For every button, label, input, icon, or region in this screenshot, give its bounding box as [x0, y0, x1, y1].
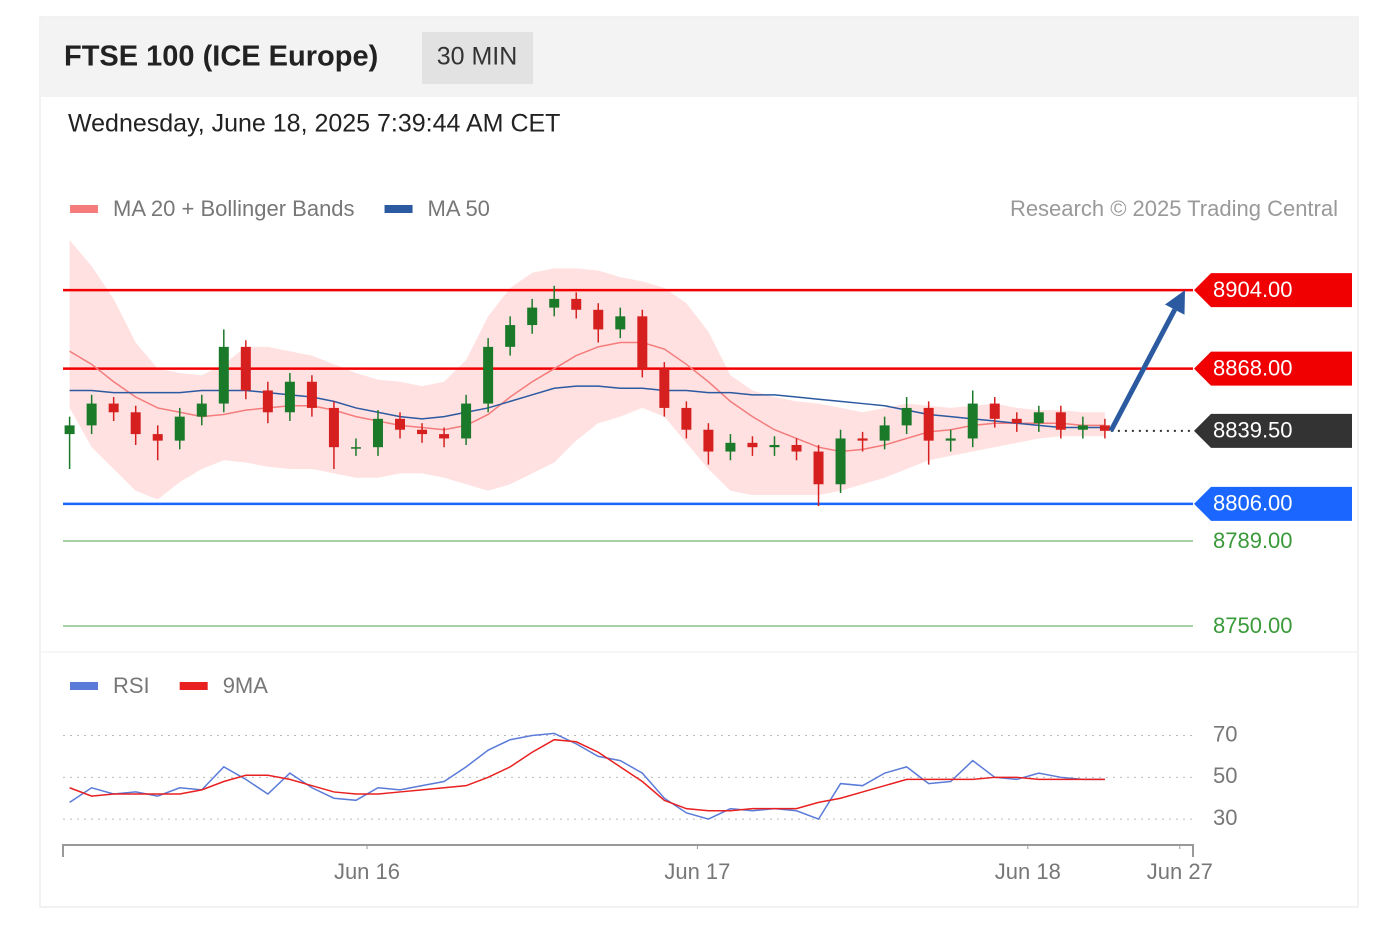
- level-label: 8868.00: [1213, 355, 1293, 380]
- candle-body: [483, 346, 494, 404]
- candle-body: [108, 403, 119, 413]
- level-tag: [1194, 351, 1352, 386]
- candle-body: [218, 346, 229, 404]
- candle-body: [791, 445, 802, 452]
- level-tag: [1194, 413, 1352, 448]
- candle-body: [615, 316, 626, 330]
- candle-body: [1099, 425, 1110, 431]
- y-tick-label: 70: [1213, 721, 1237, 746]
- candle-body: [571, 298, 582, 310]
- level-label: 8806.00: [1213, 491, 1293, 516]
- candle-body: [549, 298, 560, 308]
- legend-swatch: [384, 205, 413, 213]
- title: FTSE 100 (ICE Europe): [64, 41, 378, 73]
- legend-label: 9MA: [223, 673, 269, 698]
- candle-body: [1011, 418, 1022, 424]
- candle-body: [262, 390, 273, 413]
- x-tick-label: Jun 17: [664, 859, 730, 884]
- candle-body: [681, 407, 692, 430]
- level-label: 8789.00: [1213, 528, 1293, 553]
- x-tick-label: Jun 16: [334, 859, 400, 884]
- candle-body: [372, 418, 383, 448]
- candle-body: [945, 438, 956, 441]
- forecast-arrow-head: [1165, 290, 1185, 315]
- y-tick-label: 30: [1213, 805, 1237, 830]
- level-label: 8904.00: [1213, 277, 1293, 302]
- candle-body: [505, 325, 516, 347]
- candle-body: [1055, 412, 1066, 430]
- candle-body: [725, 442, 736, 452]
- card: [39, 16, 1359, 908]
- level-label: 8750.00: [1213, 613, 1293, 638]
- candle-body: [593, 309, 604, 330]
- candle-body: [284, 381, 295, 413]
- candle-body: [174, 416, 185, 441]
- interval-badge: [422, 32, 533, 84]
- candle-body: [527, 307, 538, 326]
- candle-body: [703, 429, 714, 452]
- rsi-line: [69, 732, 1105, 821]
- legend-label: MA 20 + Bollinger Bands: [113, 196, 355, 221]
- level-tag: [1194, 273, 1352, 308]
- legend-label: MA 50: [428, 196, 490, 221]
- candle-body: [395, 418, 406, 430]
- candle-body: [923, 407, 934, 441]
- candle-body: [196, 403, 207, 417]
- candle-body: [967, 403, 978, 439]
- candle-body: [306, 381, 317, 408]
- candle-body: [86, 403, 97, 426]
- candle-body: [64, 425, 75, 435]
- forecast-arrow: [1108, 308, 1177, 432]
- candle-body: [417, 429, 428, 435]
- candle-body: [637, 316, 648, 369]
- candle-body: [901, 407, 912, 426]
- interval: 30 MIN: [437, 43, 518, 71]
- legend-swatch: [70, 682, 98, 690]
- candle-body: [130, 412, 141, 435]
- rsi-line: [69, 738, 1105, 812]
- candle-body: [1077, 425, 1088, 430]
- x-tick-label: Jun 27: [1147, 859, 1213, 884]
- candle-body: [989, 403, 1000, 419]
- legend-swatch: [70, 205, 98, 213]
- candle-body: [747, 442, 758, 448]
- x-axis: [62, 844, 1194, 857]
- candle-body: [439, 434, 450, 439]
- candle-body: [659, 368, 670, 408]
- candle-body: [813, 451, 824, 485]
- candle-body: [879, 425, 890, 441]
- x-tick-label: Jun 18: [995, 859, 1061, 884]
- candle-body: [857, 438, 868, 441]
- candle-body: [1033, 412, 1044, 424]
- candle-body: [240, 346, 251, 391]
- legend-label: RSI: [113, 673, 150, 698]
- candle-body: [461, 403, 472, 439]
- legend-swatch: [179, 682, 208, 690]
- level-tag: [1194, 486, 1352, 521]
- y-tick-label: 50: [1213, 763, 1237, 788]
- copyright: Research © 2025 Trading Central: [1010, 196, 1338, 221]
- candle-body: [835, 438, 846, 485]
- level-label: 8839.50: [1213, 418, 1293, 443]
- candle-body: [152, 434, 163, 441]
- header-band: [41, 18, 1357, 97]
- candle-body: [328, 407, 339, 448]
- date: Wednesday, June 18, 2025 7:39:44 AM CET: [68, 110, 560, 138]
- candle-body: [350, 447, 361, 449]
- candle-body: [769, 445, 780, 448]
